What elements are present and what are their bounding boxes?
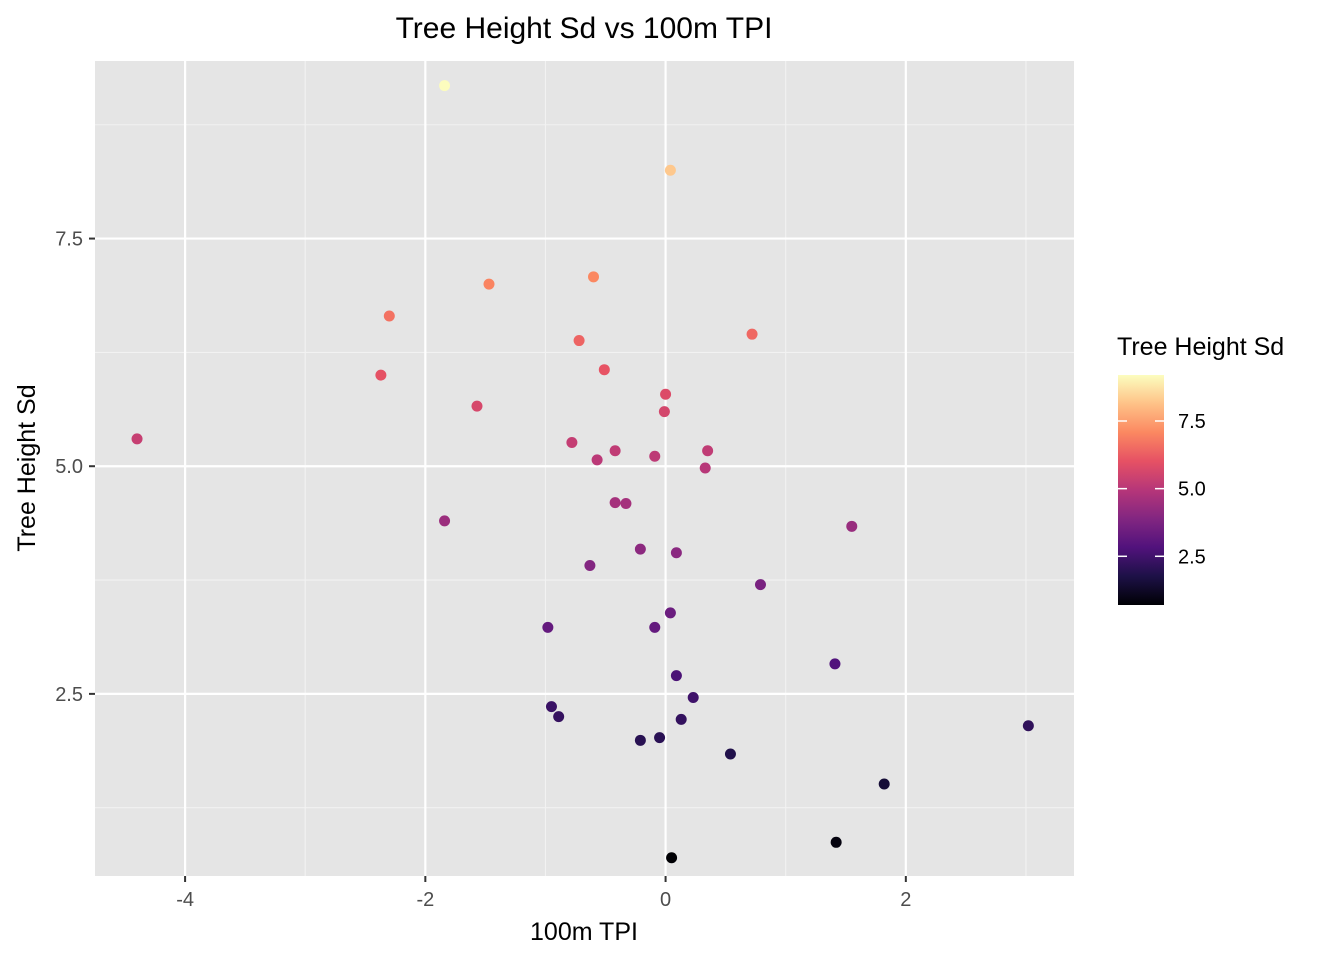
data-point [649, 451, 660, 462]
data-point [700, 463, 711, 474]
x-axis-title: 100m TPI [530, 918, 638, 946]
data-point [620, 498, 631, 509]
data-point [846, 521, 857, 532]
chart-title: Tree Height Sd vs 100m TPI [396, 12, 773, 45]
y-axis: 2.5 5.0 7.5 [55, 229, 95, 706]
data-point [635, 544, 646, 555]
data-point [649, 622, 660, 633]
data-point [660, 389, 671, 400]
data-point [676, 714, 687, 725]
data-point [879, 779, 890, 790]
data-point [725, 748, 736, 759]
y-axis-title: Tree Height Sd [13, 384, 41, 551]
x-tick-label: -4 [176, 889, 194, 911]
data-point [546, 701, 557, 712]
x-tick-label: 2 [900, 889, 911, 911]
y-tick-label: 2.5 [55, 684, 83, 706]
data-point [747, 329, 758, 340]
data-point [665, 607, 676, 618]
y-tick-label: 5.0 [55, 456, 83, 478]
color-legend: Tree Height Sd 2.5 5.0 7.5 [1117, 333, 1284, 605]
data-point [610, 445, 621, 456]
data-point [566, 437, 577, 448]
data-point [439, 515, 450, 526]
data-point [384, 310, 395, 321]
data-point [635, 735, 646, 746]
data-point [831, 837, 842, 848]
data-point [574, 335, 585, 346]
x-axis: -4 -2 0 2 [176, 876, 911, 911]
data-point [665, 165, 676, 176]
data-point [666, 852, 677, 863]
data-point [439, 80, 450, 91]
legend-tick-label: 5.0 [1178, 479, 1206, 501]
legend-title: Tree Height Sd [1117, 333, 1284, 361]
data-point [610, 497, 621, 508]
data-point [671, 547, 682, 558]
data-point [471, 401, 482, 412]
data-point [654, 732, 665, 743]
x-tick-label: -2 [416, 889, 434, 911]
data-point [755, 579, 766, 590]
data-point [1023, 720, 1034, 731]
x-tick-label: 0 [660, 889, 671, 911]
data-point [588, 271, 599, 282]
data-point [592, 454, 603, 465]
data-point [375, 370, 386, 381]
data-point [671, 670, 682, 681]
data-point [688, 692, 699, 703]
data-point [829, 658, 840, 669]
data-point [484, 279, 495, 290]
data-point [132, 433, 143, 444]
plot-panel [95, 61, 1074, 876]
data-point [542, 622, 553, 633]
legend-colorbar [1118, 375, 1164, 605]
data-point [659, 406, 670, 417]
data-point [702, 445, 713, 456]
legend-tick-label: 7.5 [1178, 411, 1206, 433]
data-point [553, 711, 564, 722]
legend-tick-label: 2.5 [1178, 546, 1206, 568]
y-tick-label: 7.5 [55, 229, 83, 251]
data-point [599, 364, 610, 375]
data-point [584, 560, 595, 571]
